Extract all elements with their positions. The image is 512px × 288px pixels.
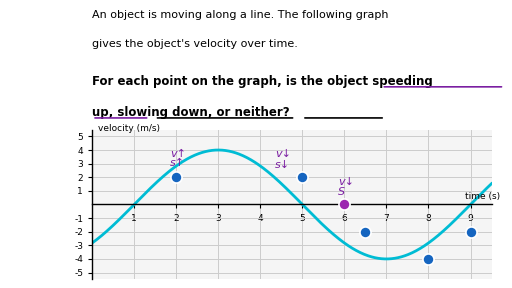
Text: velocity (m/s): velocity (m/s) [98, 124, 160, 133]
Text: gives the object's velocity over time.: gives the object's velocity over time. [92, 39, 298, 49]
Text: v↓: v↓ [338, 177, 354, 187]
Text: An object is moving along a line. The following graph: An object is moving along a line. The fo… [92, 10, 389, 20]
Text: v↓: v↓ [275, 149, 291, 159]
Text: v↑: v↑ [170, 149, 186, 159]
Text: s↑: s↑ [170, 158, 185, 168]
Text: s↓: s↓ [275, 160, 290, 170]
Text: time (s): time (s) [465, 192, 500, 201]
Text: S: S [338, 187, 345, 197]
Text: up, slowing down, or neither?: up, slowing down, or neither? [92, 106, 290, 119]
Text: For each point on the graph, is the object speeding: For each point on the graph, is the obje… [92, 75, 433, 88]
